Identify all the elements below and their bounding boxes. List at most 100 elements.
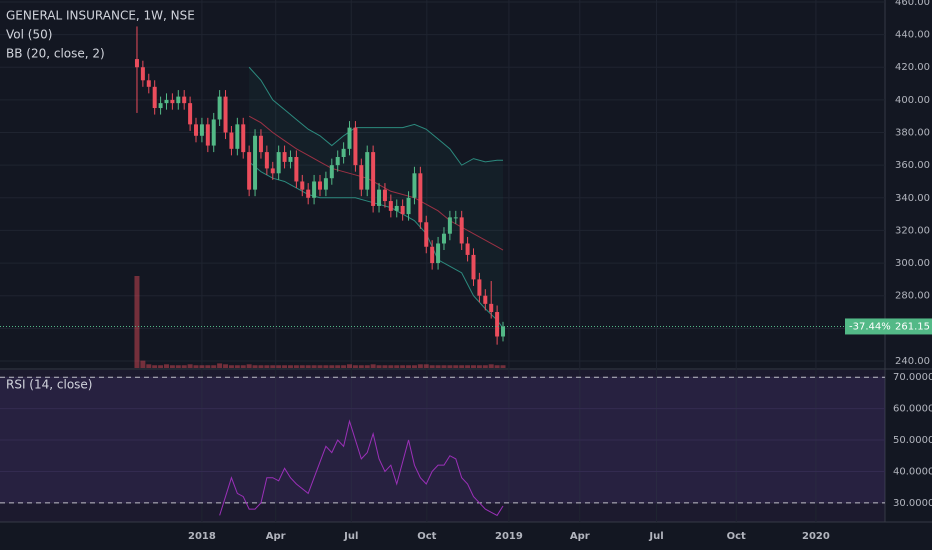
- volume-bar: [370, 364, 376, 368]
- y-tick-label: 240.00: [895, 356, 930, 367]
- volume-bar: [465, 365, 471, 368]
- candle-body: [430, 246, 435, 264]
- bb-upper: [248, 66, 504, 166]
- volume-bar: [223, 364, 229, 368]
- volume-bar: [459, 365, 465, 368]
- x-tick-label: Oct: [417, 531, 436, 542]
- candle-body: [347, 127, 352, 149]
- volume-bar: [240, 365, 246, 368]
- candle-body: [152, 86, 157, 109]
- candle-body: [483, 295, 488, 304]
- symbol-title[interactable]: GENERAL INSURANCE, 1W, NSE: [6, 9, 195, 23]
- volume-bar: [287, 365, 293, 368]
- volume-bar: [376, 365, 382, 368]
- candle-body: [436, 243, 441, 264]
- volume-bar: [435, 365, 441, 368]
- candle-body: [418, 173, 423, 223]
- volume-bar: [252, 365, 258, 368]
- volume-bar: [400, 365, 406, 368]
- candle-body: [300, 181, 305, 190]
- candle-body: [353, 127, 358, 166]
- rsi-tick-label: 40.0000: [893, 466, 932, 477]
- candle-body: [441, 233, 446, 244]
- candle-body: [471, 254, 476, 280]
- bb-legend[interactable]: BB (20, close, 2): [6, 47, 105, 61]
- last-price-box: [845, 318, 932, 335]
- volume-bar: [329, 365, 335, 368]
- volume-bar: [470, 365, 476, 368]
- volume-bar: [476, 365, 482, 368]
- volume-bar: [500, 365, 506, 368]
- volume-bar: [193, 365, 199, 368]
- candle-body: [217, 96, 222, 120]
- candle-body: [276, 152, 281, 174]
- candle-body: [241, 124, 246, 153]
- candle-body: [306, 189, 311, 198]
- candle-body: [199, 124, 204, 136]
- volume-bar: [264, 365, 270, 368]
- x-tick-label: Jul: [343, 531, 358, 542]
- y-tick-label: 320.00: [895, 225, 930, 236]
- last-price-label: 261.15: [895, 321, 930, 332]
- volume-bar: [163, 364, 169, 368]
- x-tick-label: Apr: [570, 531, 590, 542]
- candle-body: [176, 96, 181, 104]
- candle-body: [406, 197, 411, 215]
- candle-body: [194, 124, 199, 136]
- candle-body: [412, 173, 417, 198]
- volume-bar: [494, 365, 500, 368]
- candle-body: [371, 152, 376, 206]
- rsi-tick-label: 50.0000: [893, 435, 932, 446]
- candle-body: [400, 205, 405, 215]
- volume-bar: [234, 365, 240, 368]
- candle-body: [247, 152, 252, 190]
- volume-bar: [246, 364, 252, 368]
- volume-bar: [217, 363, 223, 368]
- candle-body: [264, 152, 269, 169]
- rsi-legend[interactable]: RSI (14, close): [6, 378, 92, 392]
- candle-body: [182, 96, 187, 104]
- candle-body: [294, 156, 299, 182]
- candle-body: [223, 96, 228, 133]
- candle-body: [465, 243, 470, 255]
- volume-bar: [429, 365, 435, 368]
- candle-body: [211, 119, 216, 146]
- y-tick-label: 280.00: [895, 291, 930, 302]
- y-tick-label: 400.00: [895, 95, 930, 106]
- candle-body: [323, 178, 328, 190]
- candle-body: [134, 59, 139, 68]
- candle-body: [140, 67, 145, 81]
- volume-bar: [488, 364, 494, 368]
- volume-legend[interactable]: Vol (50): [6, 28, 52, 42]
- y-tick-label: 300.00: [895, 258, 930, 269]
- candle-body: [459, 217, 464, 244]
- volume-bar: [406, 365, 412, 368]
- rsi-panel: [0, 370, 885, 522]
- x-tick-label: 2018: [188, 531, 216, 542]
- candle-body: [447, 217, 452, 234]
- candle-body: [394, 205, 399, 211]
- volume-bar: [388, 365, 394, 368]
- volume-bar: [211, 365, 217, 368]
- candle-body: [312, 181, 317, 198]
- candle-body: [164, 99, 169, 104]
- candle-body: [317, 181, 322, 190]
- volume-bar: [347, 364, 353, 368]
- volume-bar: [417, 364, 423, 368]
- volume-bar: [140, 360, 146, 368]
- y-tick-label: 340.00: [895, 193, 930, 204]
- candle-body: [205, 124, 210, 146]
- volume-bar: [205, 365, 211, 368]
- volume-bar: [169, 365, 175, 368]
- candle-body: [501, 326, 506, 337]
- candle-body: [388, 201, 393, 211]
- candle-body: [377, 189, 382, 206]
- volume-bar: [311, 365, 317, 368]
- volume-bar: [187, 364, 193, 368]
- candle-body: [453, 217, 458, 219]
- change-label: -37.44%: [849, 321, 891, 332]
- volume-bar: [352, 365, 358, 368]
- volume-bar: [305, 365, 311, 368]
- volume-bar: [323, 365, 329, 368]
- volume-bar: [453, 365, 459, 368]
